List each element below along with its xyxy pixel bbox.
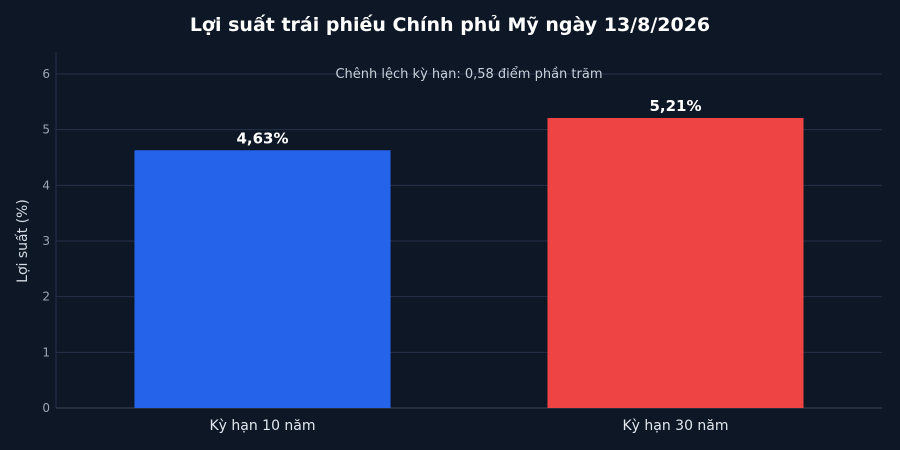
chart-title: Lợi suất trái phiếu Chính phủ Mỹ ngày 13… [189,14,711,36]
y-tick-label: 3 [42,234,50,248]
y-tick-label: 1 [42,345,50,359]
bar-1 [134,150,391,408]
y-tick-label: 2 [42,290,50,304]
x-tick-label-1: Kỳ hạn 10 năm [209,418,315,434]
y-tick-label: 0 [42,401,50,415]
data-label-1: 4,63% [236,129,288,147]
y-tick-label: 5 [42,123,50,137]
bar-2 [547,117,804,408]
y-tick-label: 4 [42,178,50,192]
data-label-2: 5,21% [649,97,701,115]
x-tick-label-2: Kỳ hạn 30 năm [622,418,728,434]
spread-annotation: Chênh lệch kỳ hạn: 0,58 điểm phần trăm [335,67,602,82]
y-tick-label: 6 [42,67,50,81]
y-axis-title: Lợi suất (%) [15,199,31,283]
